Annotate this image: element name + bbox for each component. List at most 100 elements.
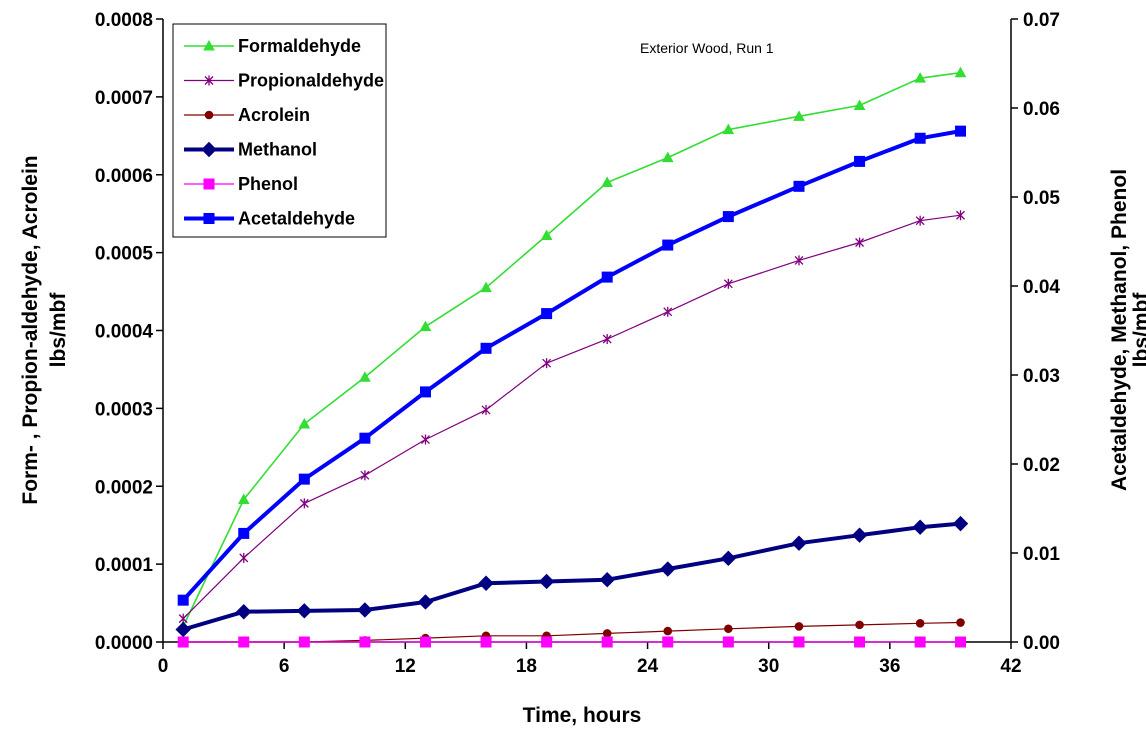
data-point-methanol bbox=[478, 575, 494, 591]
data-point-phenol bbox=[541, 636, 553, 648]
legend-marker-formaldehyde bbox=[203, 39, 215, 51]
data-point-methanol bbox=[791, 535, 807, 551]
data-point-formaldehyde bbox=[480, 281, 492, 293]
data-point-formaldehyde bbox=[540, 229, 553, 240]
data-point-propionaldehyde bbox=[602, 334, 612, 345]
legend: Formaldehyde Propionaldehyde Acrolein Metha… bbox=[172, 23, 387, 238]
right-y-tick-label: 0.06 bbox=[1023, 99, 1060, 120]
right-y-tick-label: 0.01 bbox=[1023, 544, 1060, 565]
right-axis-title: Acetaldehyde, Methanol, Phenol lbs/mbf bbox=[1108, 169, 1146, 491]
data-point-phenol bbox=[722, 636, 734, 648]
legend-marker-acrolein bbox=[204, 110, 214, 120]
data-point-phenol bbox=[419, 636, 431, 648]
series-acetaldehyde bbox=[177, 125, 967, 606]
legend-marker-acetaldehyde bbox=[203, 213, 215, 224]
legend-item-phenol: Phenol bbox=[184, 174, 298, 194]
data-point-methanol bbox=[357, 602, 373, 618]
data-point-acrolein bbox=[663, 626, 673, 636]
data-point-formaldehyde bbox=[914, 72, 926, 83]
data-point-propionaldehyde bbox=[481, 404, 491, 415]
data-point-acetaldehyde bbox=[298, 473, 310, 485]
legend-item-methanol: Methanol bbox=[184, 140, 317, 160]
left-y-tick-label: 0.0007 bbox=[95, 88, 153, 109]
data-point-acrolein bbox=[602, 629, 612, 638]
legend-label-acrolein: Acrolein bbox=[238, 105, 310, 125]
x-tick-label: 30 bbox=[758, 656, 779, 677]
data-point-formaldehyde bbox=[601, 176, 614, 188]
legend-label-formaldehyde: Formaldehyde bbox=[238, 36, 361, 56]
series-phenol bbox=[177, 636, 967, 648]
legend-item-propionaldehyde: Propionaldehyde bbox=[184, 71, 384, 91]
legend-marker-methanol bbox=[201, 141, 217, 158]
data-point-methanol bbox=[538, 573, 555, 590]
right-y-tick-label: 0.04 bbox=[1023, 277, 1060, 298]
data-point-propionaldehyde bbox=[855, 237, 865, 248]
right-axis-title-line2: lbs/mbf bbox=[1130, 292, 1146, 368]
left-y-tick-label: 0.0000 bbox=[95, 633, 153, 654]
data-point-acetaldehyde bbox=[177, 594, 189, 606]
data-point-propionaldehyde bbox=[663, 306, 673, 317]
left-y-tick-label: 0.0006 bbox=[95, 166, 153, 187]
data-point-acetaldehyde bbox=[914, 132, 926, 144]
x-tick-label: 12 bbox=[395, 656, 416, 677]
data-point-methanol bbox=[236, 604, 252, 620]
data-point-acrolein bbox=[724, 624, 733, 634]
data-point-acetaldehyde bbox=[662, 239, 674, 251]
legend-label-methanol: Methanol bbox=[238, 140, 317, 160]
x-tick-label: 36 bbox=[879, 656, 900, 677]
left-y-tick-label: 0.0003 bbox=[95, 399, 153, 420]
ticks-layer: 0 6 12 18 24 30 36 42 0.0000 0.0001 0.0002 0.0003 0.… bbox=[95, 10, 1061, 677]
left-y-tick-label: 0.0008 bbox=[95, 10, 153, 31]
data-point-phenol bbox=[955, 636, 967, 648]
data-point-formaldehyde bbox=[661, 151, 674, 163]
x-axis-title: Time, hours bbox=[523, 704, 642, 727]
data-point-formaldehyde bbox=[237, 493, 250, 504]
data-point-methanol bbox=[296, 603, 313, 619]
data-point-acetaldehyde bbox=[793, 180, 805, 192]
data-point-phenol bbox=[298, 636, 310, 648]
legend-label-acetaldehyde: Acetaldehyde bbox=[238, 209, 355, 229]
data-point-methanol bbox=[912, 519, 928, 535]
data-point-phenol bbox=[480, 636, 492, 648]
data-point-formaldehyde bbox=[954, 66, 967, 78]
x-tick-label: 0 bbox=[158, 656, 169, 677]
data-point-formaldehyde bbox=[853, 99, 866, 110]
x-tick-label: 24 bbox=[637, 656, 659, 677]
series-line-acetaldehyde bbox=[181, 129, 961, 602]
right-y-tick-label: 0.07 bbox=[1023, 10, 1060, 31]
series-propionaldehyde bbox=[178, 210, 965, 624]
legend-marker-propionaldehyde bbox=[204, 75, 214, 86]
data-point-phenol bbox=[854, 636, 866, 648]
data-point-phenol bbox=[238, 636, 250, 648]
data-point-acetaldehyde bbox=[359, 432, 371, 444]
data-point-methanol bbox=[660, 561, 676, 577]
data-point-propionaldehyde bbox=[956, 210, 965, 221]
data-point-acetaldehyde bbox=[722, 211, 734, 223]
legend-label-phenol: Phenol bbox=[238, 174, 298, 194]
chart-annotation: Exterior Wood, Run 1 bbox=[640, 40, 774, 56]
data-point-methanol bbox=[175, 621, 191, 638]
data-point-propionaldehyde bbox=[421, 434, 430, 445]
data-point-acrolein bbox=[855, 620, 864, 630]
x-tick-label: 18 bbox=[516, 656, 537, 677]
legend-item-acrolein: Acrolein bbox=[184, 105, 310, 125]
x-tick-label: 42 bbox=[1000, 656, 1021, 677]
legend-marker-phenol bbox=[203, 178, 215, 190]
left-y-tick-label: 0.0002 bbox=[95, 477, 153, 498]
data-point-formaldehyde bbox=[298, 417, 311, 429]
data-point-formaldehyde bbox=[793, 110, 805, 121]
data-point-phenol bbox=[601, 636, 613, 648]
data-point-acrolein bbox=[956, 618, 965, 627]
right-y-tick-label: 0.05 bbox=[1023, 188, 1060, 209]
data-point-propionaldehyde bbox=[299, 498, 309, 509]
data-point-acetaldehyde bbox=[419, 386, 431, 398]
data-point-acetaldehyde bbox=[541, 308, 553, 320]
data-point-propionaldehyde bbox=[915, 215, 925, 226]
left-axis-title-line2: lbs/mbf bbox=[47, 292, 70, 368]
data-point-propionaldehyde bbox=[239, 552, 249, 563]
data-point-acrolein bbox=[794, 622, 804, 631]
data-point-acetaldehyde bbox=[955, 125, 967, 137]
series-line-methanol bbox=[182, 521, 961, 632]
legend-box bbox=[172, 23, 387, 238]
